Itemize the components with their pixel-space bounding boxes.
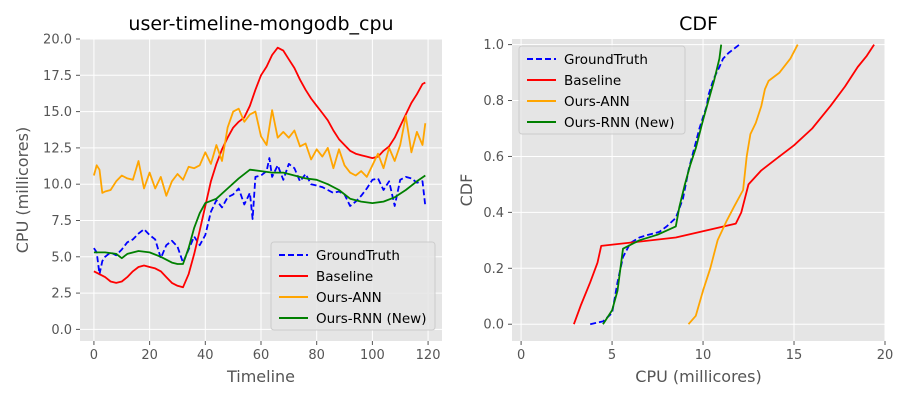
chart-title: CDF — [679, 13, 718, 35]
x-tick-label: 15 — [786, 348, 803, 363]
legend-box — [270, 241, 436, 331]
y-tick-label: 7.5 — [51, 214, 72, 229]
legend-label: Ours-RNN (New) — [316, 311, 427, 327]
y-tick-label: 0.0 — [51, 323, 72, 338]
y-tick-label: 0.2 — [483, 262, 504, 277]
chart-title: user-timeline-mongodb_cpu — [128, 13, 393, 35]
x-tick-label: 20 — [877, 348, 894, 363]
y-tick-label: 0.6 — [483, 150, 504, 165]
y-tick-label: 12.5 — [43, 141, 72, 156]
y-tick-label: 0.0 — [483, 318, 504, 333]
legend: GroundTruth Baseline Ours-ANN Ours-RNN (New… — [518, 45, 686, 135]
x-axis-label: Timeline — [226, 367, 295, 386]
series-line-ours-ann — [93, 107, 427, 197]
y-tick-label: 0.8 — [483, 94, 504, 109]
legend-label: GroundTruth — [316, 248, 400, 264]
legend-label: Ours-ANN — [316, 290, 382, 306]
x-tick-label: 60 — [253, 348, 270, 363]
y-tick-label: 2.5 — [51, 287, 72, 302]
series-line-ours-ann — [687, 44, 799, 325]
x-tick-label: 0 — [517, 348, 525, 363]
legend-label: GroundTruth — [564, 52, 648, 68]
y-axis-label: CPU (millicores) — [13, 127, 32, 253]
legend-label: Baseline — [316, 269, 373, 285]
series-line-ours-rnn-new — [93, 168, 426, 265]
timeline-chart: 0 20 40 60 80 100 120 0.0 2.5 5.0 7.5 10.0 12.5 15.0 1… — [13, 13, 442, 386]
x-tick-label: 5 — [608, 348, 616, 363]
legend-box — [518, 45, 686, 135]
legend-label: Ours-ANN — [564, 94, 630, 110]
cdf-chart: 0 5 10 15 20 0.0 0.2 0.4 0.6 0.8 1.0 CDF CPU (millic… — [457, 13, 893, 386]
x-axis-label: CPU (millicores) — [635, 367, 761, 386]
y-tick-label: 20.0 — [43, 33, 72, 48]
legend-label: Baseline — [564, 73, 621, 89]
y-tick-label: 0.4 — [483, 206, 504, 221]
legend-label: Ours-RNN (New) — [564, 115, 675, 131]
series-line-baseline — [93, 46, 426, 289]
y-tick-label: 5.0 — [51, 250, 72, 265]
x-tick-label: 0 — [90, 348, 98, 363]
series-line-groundtruth — [93, 157, 427, 276]
y-tick-label: 15.0 — [43, 105, 72, 120]
x-tick-label: 20 — [141, 348, 158, 363]
y-axis-label: CDF — [457, 174, 476, 207]
series-line-baseline — [573, 44, 875, 325]
x-tick-label: 120 — [416, 348, 441, 363]
y-tick-label: 17.5 — [43, 69, 72, 84]
y-tick-label: 10.0 — [43, 178, 72, 193]
x-tick-label: 10 — [695, 348, 712, 363]
series-line-ours-rnn-new — [602, 44, 723, 325]
x-tick-label: 80 — [308, 348, 325, 363]
x-tick-label: 40 — [197, 348, 214, 363]
x-tick-label: 100 — [360, 348, 385, 363]
y-tick-label: 1.0 — [483, 38, 504, 53]
legend: GroundTruth Baseline Ours-ANN Ours-RNN (New… — [270, 241, 436, 331]
